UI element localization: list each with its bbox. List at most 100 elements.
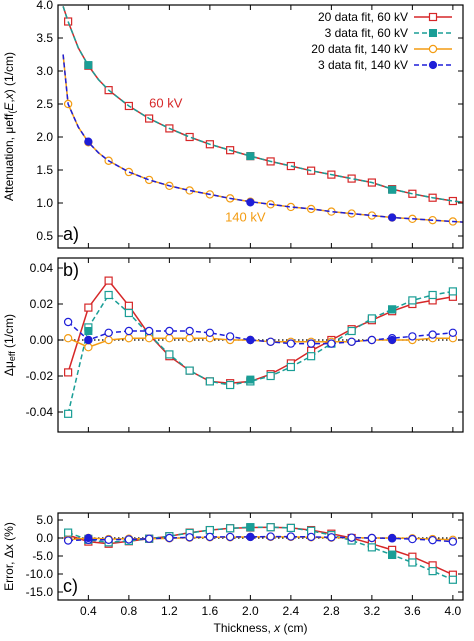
series-1-point [428, 567, 437, 576]
panel-label: c) [63, 576, 78, 596]
legend-entry-label: 3 data fit, 140 kV [318, 58, 408, 72]
series-1-point [286, 362, 295, 372]
series-4-point [306, 339, 316, 348]
series-4-point [225, 532, 235, 542]
series-1-point [246, 152, 255, 161]
x-tick-label: 0.4 [80, 604, 97, 618]
y-tick-label: 2.5 [36, 97, 53, 111]
series-0-point [104, 276, 113, 285]
y-axis-label-part: Error, Δx (%) [2, 522, 16, 591]
series-2-point [388, 305, 397, 314]
legend-marker [428, 60, 438, 70]
x-tick-label: 2.4 [283, 604, 300, 618]
x-axis-label-part: (cm) [280, 621, 307, 635]
y-axis-label-part: E [2, 102, 16, 111]
series-3-point [63, 334, 73, 343]
series-4-point [266, 532, 275, 541]
series-3-point [165, 334, 174, 343]
series-group [63, 276, 458, 418]
y-axis-label: Δμeff (1/cm) [2, 314, 17, 376]
series-1-point [266, 523, 275, 532]
series-3-point [246, 198, 255, 207]
y-axis-label: Attenuation, μeff(E,x) (1/cm) [2, 52, 17, 201]
y-axis-label-part: ( [7, 111, 17, 114]
panel-label: b) [63, 260, 79, 280]
panel-frame [57, 4, 464, 249]
series-2-point [246, 523, 255, 532]
x-tick-label: 2.0 [242, 604, 259, 618]
series-4-point [327, 339, 336, 348]
series-0-point [84, 303, 93, 312]
y-axis-label-part: Δμ [2, 361, 16, 376]
series-4-point [63, 536, 73, 545]
series-4-point [225, 332, 235, 341]
annotation-label: 60 kV [149, 95, 183, 110]
panel-frame [57, 512, 464, 601]
series-2-point [246, 375, 255, 384]
series-4-point [144, 534, 154, 543]
y-axis-label-part: , [2, 99, 16, 102]
panel-frame [57, 257, 464, 433]
y-tick-label: -10.0 [26, 567, 54, 581]
series-1-point [448, 287, 457, 296]
series-4-point [205, 532, 215, 542]
series-4-point [367, 335, 377, 345]
series-1-point [104, 290, 113, 300]
y-tick-label: 5.0 [36, 513, 53, 527]
x-tick-label: 1.6 [202, 604, 219, 618]
series-4-point [205, 328, 215, 337]
series-3-point [104, 335, 113, 345]
series-4-point [327, 533, 336, 542]
series-1-point [266, 371, 275, 381]
series-5-point [84, 335, 93, 345]
legend-marker [429, 29, 437, 37]
series-4-point [63, 317, 73, 327]
y-tick-label: -5.0 [32, 549, 53, 563]
series-3-line [62, 54, 463, 223]
series-3-point [388, 213, 397, 222]
series-0-point [124, 301, 133, 310]
series-3-point [84, 137, 93, 146]
series-0-point [185, 132, 194, 142]
x-axis-label-part: x [273, 621, 281, 635]
legend-entry-label: 3 data fit, 60 kV [325, 26, 408, 40]
series-4-point [428, 330, 437, 339]
series-1-point [307, 352, 316, 361]
series-3-point [124, 334, 134, 343]
y-tick-label: 2.0 [36, 130, 53, 144]
series-1-point [165, 350, 174, 359]
y-axis-label: Error, Δx (%) [2, 522, 16, 591]
series-1-point [226, 524, 235, 533]
series-1-point [388, 185, 397, 194]
series-4-point [448, 328, 458, 337]
series-4-point [347, 533, 356, 542]
y-axis-label-part: (1/cm) [2, 314, 16, 351]
panel-c: -15.0 -10.0 -5.0 0.0 5.0 0.4 0.8 1.2 1.6 2.0 2.4 2.… [26, 512, 464, 618]
y-axis-label-part: Attenuation, μ [2, 127, 16, 201]
series-5-point [246, 335, 255, 345]
series-5-point [388, 533, 397, 543]
y-tick-label: -0.02 [26, 369, 54, 383]
series-2-line [62, 54, 463, 223]
series-5-point [246, 532, 255, 542]
y-tick-label: 0.04 [30, 261, 54, 275]
x-tick-label: 4.0 [445, 604, 462, 618]
series-4-point [306, 532, 316, 542]
series-4-point [408, 534, 417, 544]
x-axis-label: Thickness, x (cm) [213, 621, 307, 635]
series-4-point [165, 326, 174, 336]
series-1-point [64, 409, 73, 418]
series-4-point [185, 533, 194, 542]
series-1-point [367, 543, 376, 552]
panel-b: -0.04 -0.02 0.00 0.02 0.04 b) [26, 257, 464, 433]
y-tick-label: 0.00 [30, 333, 54, 347]
y-tick-label: -0.04 [26, 405, 54, 419]
series-1-point [226, 380, 235, 390]
x-tick-label: 0.8 [121, 604, 138, 618]
series-1-point [408, 558, 417, 567]
series-1-point [428, 290, 437, 300]
series-1-point [347, 326, 356, 336]
series-4-point [124, 326, 134, 336]
